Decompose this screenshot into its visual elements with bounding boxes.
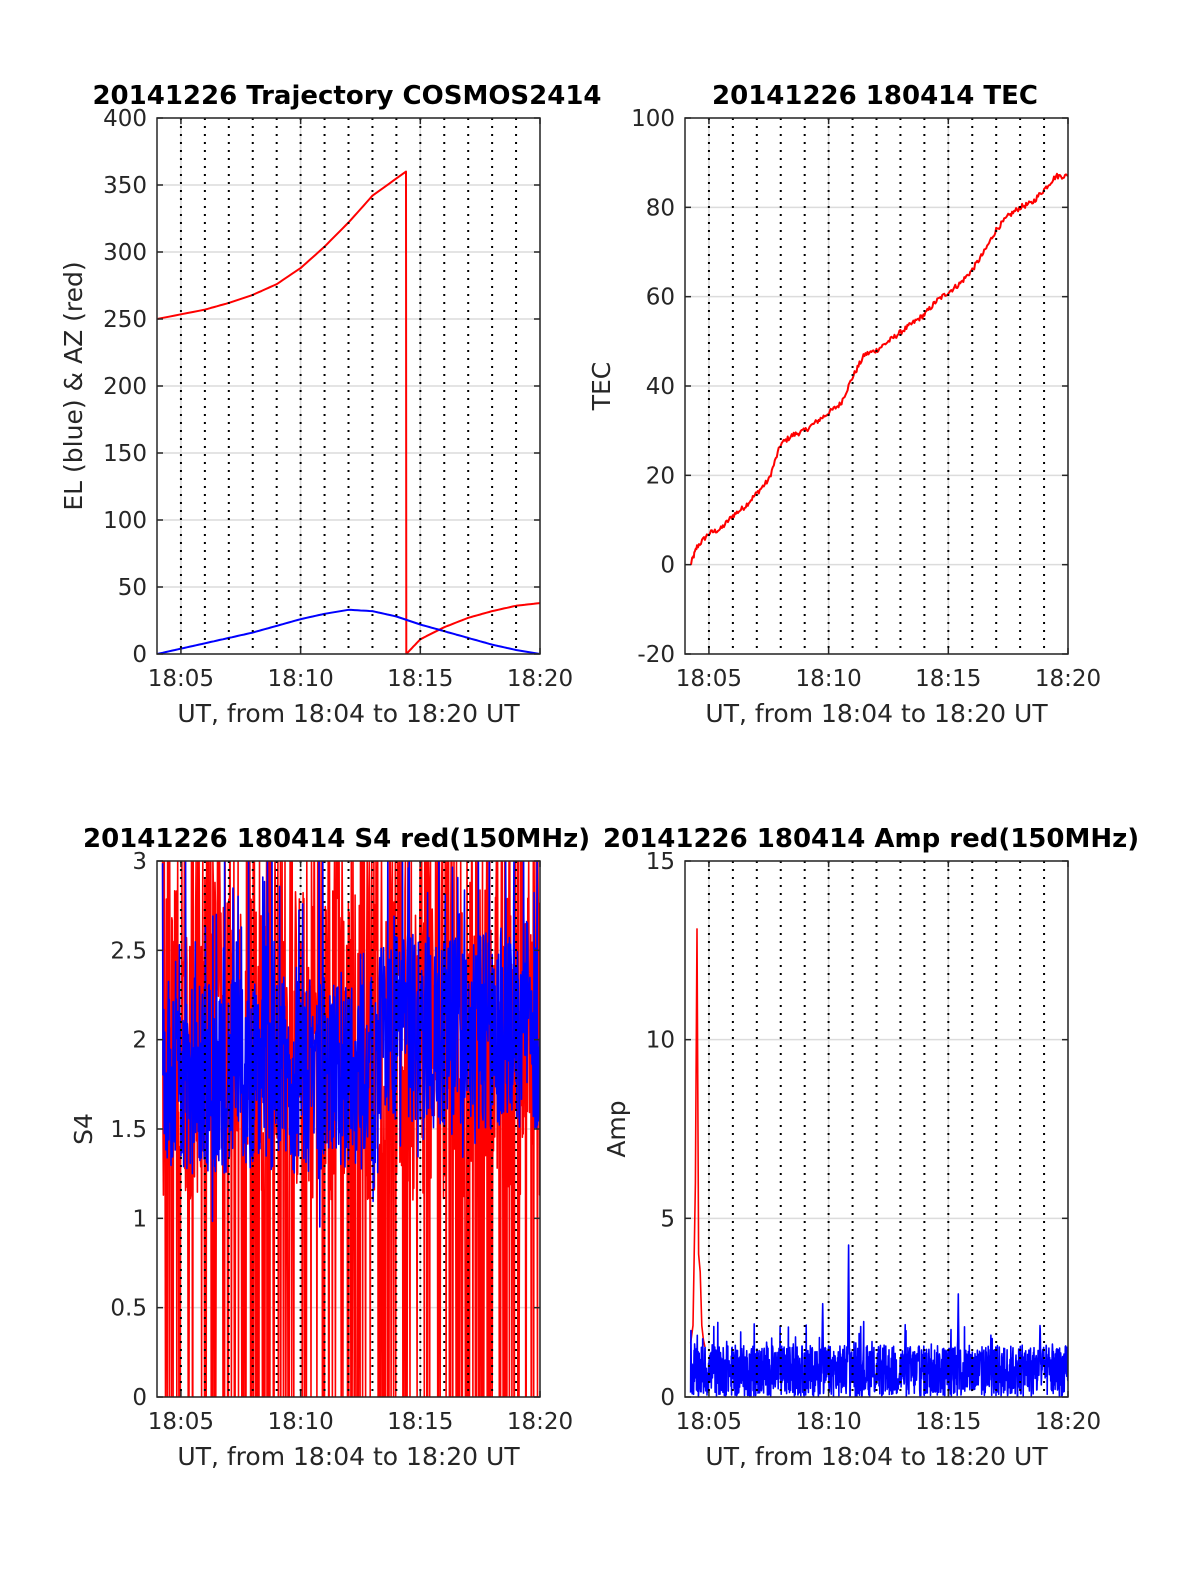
x-tick-label: 18:10 <box>795 666 861 692</box>
y-tick-label: 40 <box>646 374 675 400</box>
y-tick-label: 0 <box>660 553 675 579</box>
y-tick-label: 350 <box>103 173 147 199</box>
y-tick-label: 5 <box>660 1206 675 1232</box>
x-tick-label: 18:10 <box>267 666 333 692</box>
y-tick-label: 80 <box>646 195 675 221</box>
y-tick-label: 0.5 <box>110 1296 147 1322</box>
y-tick-label: 100 <box>631 106 675 132</box>
x-tick-label: 18:15 <box>387 1409 453 1435</box>
y-tick-label: 2.5 <box>110 938 147 964</box>
x-tick-label: 18:05 <box>148 1409 214 1435</box>
x-tick-label: 18:20 <box>1035 666 1101 692</box>
x-axis-label: UT, from 18:04 to 18:20 UT <box>705 699 1048 728</box>
y-tick-label: 150 <box>103 441 147 467</box>
y-tick-label: 300 <box>103 240 147 266</box>
x-axis-label: UT, from 18:04 to 18:20 UT <box>705 1442 1048 1471</box>
x-tick-label: 18:10 <box>267 1409 333 1435</box>
series-line-1 <box>689 172 1068 566</box>
y-tick-label: 400 <box>103 106 147 132</box>
x-tick-label: 18:05 <box>676 1409 742 1435</box>
chart-panel-3: 0 0.5 1 1.5 2 2.5 3 18:05 18:10 18:15 18:20 2014122… <box>69 824 590 1471</box>
x-axis-label: UT, from 18:04 to 18:20 UT <box>177 699 520 728</box>
y-tick-label: 200 <box>103 374 147 400</box>
x-tick-label: 18:15 <box>915 1409 981 1435</box>
x-tick-label: 18:20 <box>507 1409 573 1435</box>
y-tick-label: 10 <box>646 1028 675 1054</box>
y-tick-label: 0 <box>132 642 147 668</box>
y-tick-label: 15 <box>646 849 675 875</box>
chart-title: 20141226 Trajectory COSMOS2414 <box>92 81 601 111</box>
chart-panel-4: 0 5 10 15 18:05 18:10 18:15 18:20 20141226 18041… <box>602 824 1139 1471</box>
x-tick-label: 18:20 <box>507 666 573 692</box>
y-tick-label: 100 <box>103 508 147 534</box>
y-tick-label: 60 <box>646 285 675 311</box>
y-tick-label: -20 <box>637 642 675 668</box>
chart-title: 20141226 180414 TEC <box>712 81 1038 111</box>
y-axis-label: TEC <box>587 362 616 412</box>
y-tick-label: 2 <box>132 1028 147 1054</box>
y-tick-label: 1.5 <box>110 1117 147 1143</box>
chart-panel-1: 0 50 100 150 200 250 300 350 400 18:05 18:10 18:15 1… <box>59 81 602 728</box>
x-axis-label: UT, from 18:04 to 18:20 UT <box>177 1442 520 1471</box>
series-line-2 <box>157 608 540 654</box>
y-tick-label: 250 <box>103 307 147 333</box>
y-axis-label: Amp <box>602 1100 631 1157</box>
x-tick-label: 18:05 <box>148 666 214 692</box>
x-tick-label: 18:10 <box>795 1409 861 1435</box>
y-tick-label: 0 <box>660 1385 675 1411</box>
axes-frame <box>684 860 1069 1398</box>
series-line-1 <box>157 170 540 654</box>
y-tick-label: 50 <box>118 575 147 601</box>
x-tick-label: 18:20 <box>1035 1409 1101 1435</box>
y-tick-label: 3 <box>132 849 147 875</box>
x-tick-label: 18:15 <box>387 666 453 692</box>
chart-panel-2: -20 0 20 40 60 80 100 18:05 18:10 18:15 18:20 20141… <box>587 81 1101 728</box>
y-tick-label: 1 <box>132 1206 147 1232</box>
series-line-2 <box>161 861 540 1228</box>
chart-title: 20141226 180414 S4 red(150MHz) <box>83 824 590 854</box>
series-line-2 <box>689 1244 1068 1397</box>
chart-title: 20141226 180414 Amp red(150MHz) <box>603 824 1139 854</box>
y-axis-label: S4 <box>69 1113 98 1145</box>
series-line-1 <box>689 928 706 1348</box>
y-axis-label: EL (blue) & AZ (red) <box>59 261 88 510</box>
y-tick-label: 20 <box>646 463 675 489</box>
y-tick-label: 0 <box>132 1385 147 1411</box>
x-tick-label: 18:05 <box>676 666 742 692</box>
x-tick-label: 18:15 <box>915 666 981 692</box>
